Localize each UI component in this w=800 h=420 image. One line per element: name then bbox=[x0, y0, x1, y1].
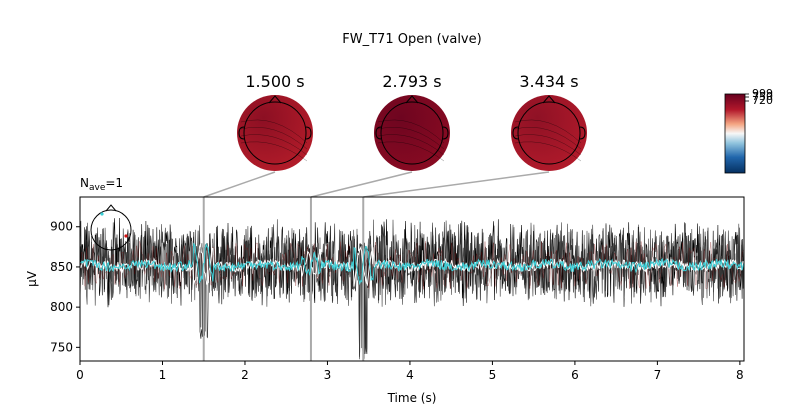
x-axis-label: Time (s) bbox=[387, 391, 437, 405]
y-tick-label: 750 bbox=[50, 340, 73, 354]
x-tick-label: 4 bbox=[406, 368, 414, 382]
chart-title: FW_T71 Open (valve) bbox=[342, 32, 481, 47]
ear-left bbox=[375, 126, 382, 140]
y-tick-label: 900 bbox=[50, 220, 73, 234]
topomap-connector bbox=[363, 171, 550, 198]
y-axis-label: µV bbox=[25, 270, 39, 287]
x-tick-label: 2 bbox=[241, 368, 249, 382]
nave-label: Nave=1 bbox=[80, 176, 123, 193]
channel-trace-red bbox=[80, 241, 744, 290]
topomap-time-label: 3.434 s bbox=[519, 72, 578, 91]
topomap: 3.434 s bbox=[511, 72, 587, 171]
x-tick-label: 1 bbox=[159, 368, 167, 382]
y-tick-label: 800 bbox=[50, 300, 73, 314]
topomap-field bbox=[374, 95, 450, 171]
colorbar-tick-label: 720 bbox=[752, 94, 773, 107]
head-outline bbox=[243, 101, 307, 165]
head-outline bbox=[380, 101, 444, 165]
nose bbox=[405, 95, 419, 104]
event-lines bbox=[202, 197, 365, 361]
ear-left bbox=[512, 126, 519, 140]
topomaps: 1.500 s 2.793 s 3.434 s bbox=[237, 72, 587, 171]
x-tick-label: 5 bbox=[489, 368, 497, 382]
topomap-connector bbox=[203, 171, 276, 198]
x-tick-label: 0 bbox=[76, 368, 84, 382]
x-axis: 0 1 2 3 4 5 6 7 8 bbox=[76, 361, 744, 382]
topomap: 2.793 s bbox=[374, 72, 450, 171]
ear-right bbox=[305, 126, 312, 140]
channel-traces bbox=[80, 217, 744, 360]
ear-right bbox=[579, 126, 586, 140]
topomap-connectors bbox=[203, 171, 550, 198]
topomap-field bbox=[511, 95, 587, 171]
colorbar-tick-label: 750 bbox=[752, 90, 773, 103]
x-tick-label: 7 bbox=[654, 368, 662, 382]
colorbar-gradient bbox=[724, 93, 746, 174]
topomap-time-label: 2.793 s bbox=[382, 72, 441, 91]
y-tick-label: 850 bbox=[50, 260, 73, 274]
topomap-time-label: 1.500 s bbox=[245, 72, 304, 91]
head-outline bbox=[517, 101, 581, 165]
topomap-field bbox=[237, 95, 313, 171]
ear-right bbox=[442, 126, 449, 140]
nose bbox=[542, 95, 556, 104]
x-tick-label: 6 bbox=[571, 368, 579, 382]
ear-left bbox=[238, 126, 245, 140]
sensor-layout-inset bbox=[90, 204, 132, 251]
nose bbox=[268, 95, 282, 104]
plot-area bbox=[79, 196, 745, 362]
mean-traces bbox=[80, 242, 744, 287]
mean-trace bbox=[80, 242, 744, 286]
channel-trace bbox=[80, 219, 744, 360]
colorbar-tick-label: 999 bbox=[752, 87, 773, 100]
topomap: 1.500 s bbox=[237, 72, 313, 171]
x-tick-label: 3 bbox=[324, 368, 332, 382]
x-tick-label: 8 bbox=[736, 368, 744, 382]
y-axis: 750 800 850 900 bbox=[50, 220, 80, 354]
topomap-connector bbox=[310, 171, 413, 198]
